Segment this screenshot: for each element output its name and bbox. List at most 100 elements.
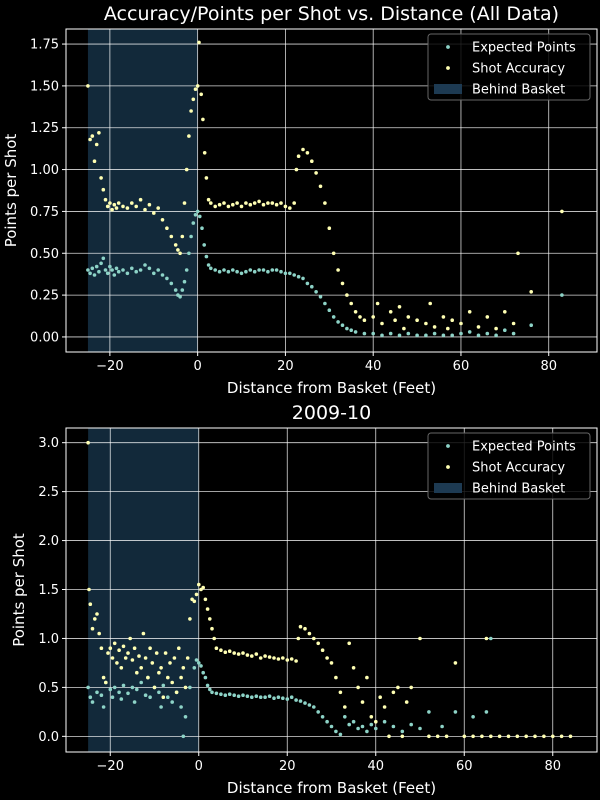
data-point [150, 661, 155, 665]
data-point [345, 326, 349, 331]
x-tick-label: 60 [453, 359, 470, 374]
axes-frame [65, 28, 598, 353]
data-point [231, 268, 235, 272]
data-point [369, 722, 374, 727]
data-point [173, 288, 178, 292]
data-point [110, 695, 115, 699]
series-shot-accuracy [86, 440, 573, 739]
data-point [217, 202, 222, 207]
data-point [360, 700, 365, 704]
data-point [117, 690, 121, 695]
data-point [170, 680, 174, 685]
data-point [320, 715, 325, 719]
data-point [106, 651, 110, 655]
data-point [99, 176, 103, 180]
data-point [227, 649, 232, 653]
data-point [97, 131, 101, 135]
data-point [266, 269, 270, 274]
data-point [289, 695, 294, 699]
data-point [310, 284, 314, 289]
data-point [143, 693, 148, 697]
data-point [199, 664, 203, 668]
data-point [489, 636, 493, 641]
data-point [160, 218, 165, 222]
data-point [267, 655, 272, 659]
data-point [217, 269, 222, 274]
data-point [485, 331, 490, 336]
data-point [418, 726, 422, 731]
data-point [103, 268, 108, 272]
legend-label: Shot Accuracy [472, 461, 565, 476]
data-point [450, 318, 455, 323]
data-point [192, 599, 197, 604]
data-point [184, 167, 189, 172]
chart-panel-2: −20 0 20 40 60 80 0.0 0.5 1.0 1.5 2.0 2.5 3.0 2009-10… [10, 402, 598, 797]
data-point [121, 644, 126, 649]
data-point [441, 315, 446, 319]
data-point [296, 274, 301, 279]
data-point [343, 715, 347, 719]
data-point [189, 234, 193, 239]
data-point [258, 656, 263, 660]
data-point [307, 703, 312, 707]
data-point [506, 734, 511, 739]
data-point [382, 705, 387, 709]
data-point [248, 268, 253, 272]
data-point [387, 734, 391, 739]
data-point [147, 266, 152, 271]
data-point [391, 690, 396, 695]
x-tick-label: 40 [365, 359, 382, 374]
data-point [197, 582, 201, 587]
data-point [467, 330, 472, 334]
data-point [157, 670, 161, 675]
data-point [283, 204, 288, 209]
data-point [97, 631, 101, 636]
data-point [568, 734, 573, 739]
legend: Expected Points Shot Accuracy Behind Baske… [427, 33, 591, 101]
data-point [298, 624, 303, 629]
data-point [239, 204, 244, 209]
data-point [86, 84, 90, 88]
legend-item-behind-basket: Behind Basket [434, 482, 565, 497]
data-point [226, 204, 231, 209]
data-point [200, 226, 204, 230]
data-point [347, 722, 352, 727]
data-point [245, 653, 250, 657]
data-point [435, 734, 440, 739]
data-point [329, 724, 334, 729]
data-point [292, 273, 297, 277]
data-point [316, 710, 321, 714]
y-axis-label: Points per Shot [10, 533, 28, 647]
data-point [374, 726, 378, 731]
data-point [209, 201, 213, 205]
data-point [235, 201, 239, 205]
x-tick-label: −20 [96, 359, 123, 374]
data-point [101, 256, 106, 261]
data-point [119, 697, 124, 701]
data-point [88, 271, 92, 276]
data-point [353, 330, 358, 334]
data-point [314, 290, 318, 294]
data-point [115, 661, 119, 665]
data-point [289, 657, 294, 661]
data-point [235, 269, 239, 274]
data-point [369, 715, 374, 719]
data-point [450, 333, 455, 338]
data-point [169, 281, 174, 286]
legend-item-shot-accuracy: Shot Accuracy [446, 461, 565, 476]
data-point [338, 732, 343, 737]
data-point [252, 269, 257, 274]
data-point [138, 197, 143, 202]
data-point [391, 724, 396, 729]
data-point [183, 685, 188, 690]
x-tick-label: 0 [195, 759, 203, 774]
data-point [396, 685, 400, 690]
data-point [195, 84, 200, 88]
data-point [325, 656, 329, 660]
data-point [108, 201, 112, 205]
data-point [206, 263, 211, 267]
data-point [161, 683, 166, 688]
data-point [148, 695, 152, 699]
data-point [121, 683, 126, 688]
